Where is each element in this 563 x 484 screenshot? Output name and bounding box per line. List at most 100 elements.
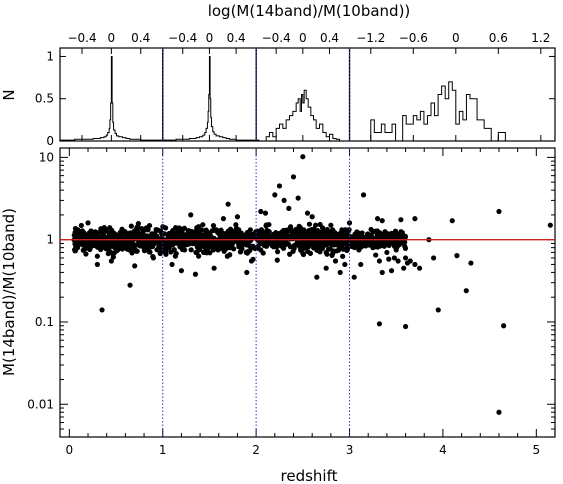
scatter-point xyxy=(287,251,293,257)
scatter-frame xyxy=(59,147,556,438)
scatter-point xyxy=(359,230,365,236)
scatter-point xyxy=(401,265,407,271)
scatter-point xyxy=(157,249,163,255)
scatter-point xyxy=(269,241,275,247)
scatter-point xyxy=(233,225,240,231)
scatter-x-tick-label: 1 xyxy=(159,443,167,457)
scatter-point xyxy=(127,282,133,288)
scatter-x-tick-label: 2 xyxy=(252,443,260,457)
scatter-point xyxy=(85,220,91,226)
scatter-point xyxy=(339,228,345,235)
scatter-point xyxy=(177,225,183,231)
scatter-point xyxy=(211,265,217,271)
scatter-point xyxy=(388,268,395,274)
scatter-point xyxy=(204,244,210,250)
scatter-point xyxy=(124,246,130,252)
scatter-point xyxy=(386,256,392,262)
scatter-point xyxy=(349,234,355,241)
scatter-point xyxy=(362,240,369,246)
scatter-point xyxy=(178,268,185,274)
scatter-point xyxy=(110,251,116,257)
scatter-point xyxy=(185,235,191,241)
scatter-point xyxy=(169,261,175,268)
scatter-point xyxy=(134,224,140,230)
scatter-point xyxy=(195,241,201,247)
scatter-point xyxy=(135,241,141,247)
scatter-point xyxy=(307,250,314,256)
scatter-point xyxy=(412,216,418,222)
scatter-point xyxy=(161,240,168,246)
scatter-point xyxy=(323,265,329,271)
scatter-point xyxy=(192,271,199,277)
scatter-point xyxy=(100,239,106,246)
scatter-point xyxy=(290,174,297,180)
scatter-point xyxy=(72,229,78,236)
scatter-point xyxy=(225,201,231,207)
histogram-x-tick-label: 0 xyxy=(206,31,214,45)
scatter-point xyxy=(99,307,105,313)
scatter-point xyxy=(266,221,272,228)
scatter-point xyxy=(146,222,153,229)
scatter-point xyxy=(80,247,86,253)
scatter-point xyxy=(291,242,297,249)
scatter-point xyxy=(324,251,330,257)
scatter-point xyxy=(395,258,401,264)
scatter-point xyxy=(300,244,306,250)
scatter-point xyxy=(306,221,313,227)
scatter-point xyxy=(292,233,298,239)
histogram-x-tick-label: −0.4 xyxy=(262,31,291,45)
histogram-steps xyxy=(162,55,260,141)
scatter-point xyxy=(200,222,206,228)
scatter-point xyxy=(463,288,469,294)
scatter-point xyxy=(201,249,207,255)
scatter-y-axis-label: M(14band)/M(10band) xyxy=(0,208,18,376)
scatter-point xyxy=(282,241,289,248)
scatter-point xyxy=(402,245,409,251)
scatter-point xyxy=(132,263,138,269)
histogram-steps xyxy=(256,89,347,142)
scatter-point xyxy=(181,225,188,231)
scatter-x-axis-label: redshift xyxy=(281,467,338,484)
scatter-point xyxy=(120,243,126,250)
scatter-point xyxy=(340,253,346,259)
scatter-point xyxy=(129,250,135,256)
scatter-point xyxy=(329,241,335,247)
histogram-y-tick-label: 1 xyxy=(46,49,54,63)
scatter-x-tick-label: 0 xyxy=(66,443,74,457)
scatter-point xyxy=(496,409,502,415)
histogram-steps xyxy=(363,81,531,142)
scatter-point xyxy=(376,258,383,264)
scatter-point xyxy=(338,244,345,250)
scatter-point xyxy=(157,243,164,249)
scatter-point xyxy=(398,229,404,235)
scatter-point xyxy=(296,223,302,229)
scatter-point xyxy=(360,192,367,198)
scatter-x-tick-label: 5 xyxy=(533,443,541,457)
histogram-panels: −0.4 0 0.4 −0.4 0 0.4 −0.4 0 0.4 −1.2 −0.6 0 0.6 1.2 0… xyxy=(35,31,556,148)
scatter-outlier-points xyxy=(85,154,553,415)
scatter-point xyxy=(210,223,217,229)
scatter-point xyxy=(252,245,258,251)
scatter-point xyxy=(266,229,272,235)
scatter-point xyxy=(103,246,109,252)
scatter-point xyxy=(501,323,507,329)
scatter-point xyxy=(496,208,502,215)
scatter-point xyxy=(293,226,299,233)
scatter-point xyxy=(376,321,383,327)
histogram-frame xyxy=(348,47,556,142)
scatter-point xyxy=(143,243,149,249)
histogram-x-tick-label: −0.6 xyxy=(399,31,428,45)
scatter-point xyxy=(302,233,308,239)
histogram-hist-z1-2: −0.4 0 0.4 xyxy=(162,31,260,142)
scatter-point xyxy=(282,228,288,235)
histogram-x-tick-label: −0.4 xyxy=(67,31,96,45)
scatter-point xyxy=(380,239,386,245)
scatter-point xyxy=(103,228,109,234)
scatter-point xyxy=(547,222,553,228)
scatter-point xyxy=(87,243,93,249)
scatter-point xyxy=(454,253,460,259)
scatter-point xyxy=(379,269,385,276)
scatter-point xyxy=(203,230,209,236)
scatter-point xyxy=(273,229,279,236)
